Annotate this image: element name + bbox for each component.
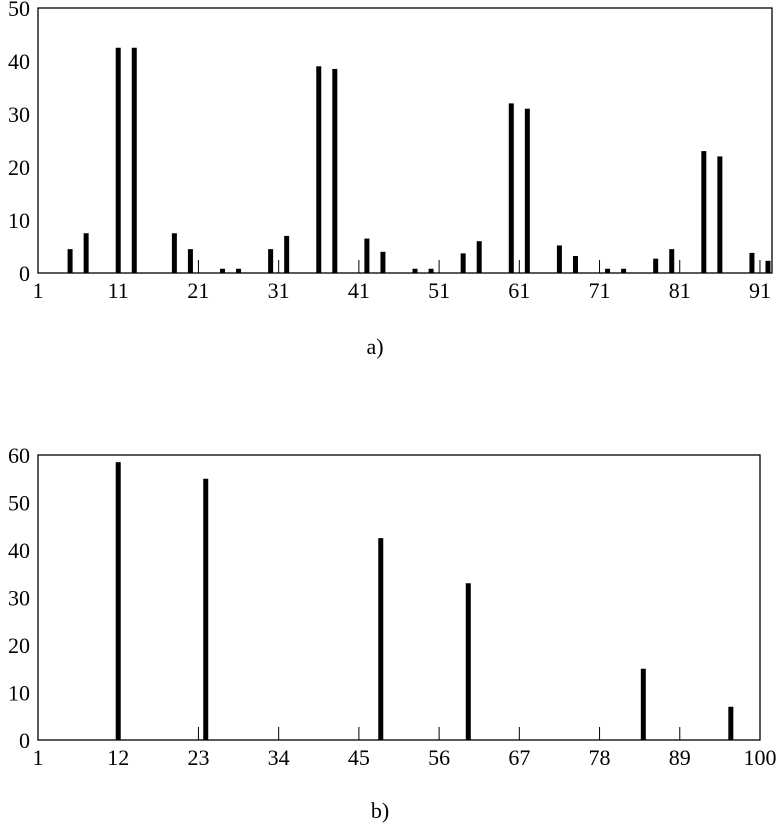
x-tick-label: 89 — [669, 745, 691, 770]
bar — [572, 256, 578, 273]
bar — [621, 268, 627, 273]
x-tick-label: 1 — [33, 745, 44, 770]
bar — [476, 241, 482, 273]
y-tick-label: 20 — [8, 633, 30, 658]
bar — [653, 258, 659, 273]
x-tick-label: 21 — [187, 278, 209, 303]
bar — [508, 103, 514, 274]
bar — [67, 249, 73, 273]
bar — [220, 268, 226, 273]
chart-b: 1 12 23 34 45 56 67 78 89 100 0 10 20 30 40 50 60 — [8, 443, 777, 770]
y-tick-label: 10 — [8, 208, 30, 233]
bar — [203, 478, 209, 740]
caption-b: b) — [371, 798, 389, 823]
y-tick-label: 30 — [8, 102, 30, 127]
bar — [187, 249, 193, 273]
bar — [171, 233, 177, 273]
bar — [669, 249, 675, 273]
x-tick-label: 45 — [348, 745, 370, 770]
x-tick-label: 61 — [508, 278, 530, 303]
bar — [115, 47, 121, 273]
y-tick-label: 0 — [19, 261, 30, 286]
x-tick-label: 67 — [508, 745, 530, 770]
x-tick-label: 12 — [107, 745, 129, 770]
bar — [268, 249, 274, 273]
bar — [236, 268, 242, 273]
x-tick-label: 56 — [428, 745, 450, 770]
bar — [378, 538, 384, 740]
y-tick-label: 40 — [8, 49, 30, 74]
bar — [640, 668, 646, 740]
bar — [465, 583, 471, 740]
y-tick-label: 30 — [8, 586, 30, 611]
y-tick-label: 0 — [19, 728, 30, 753]
caption-a: a) — [366, 334, 383, 359]
bar — [749, 252, 755, 273]
bar — [380, 251, 386, 273]
y-tick-label: 10 — [8, 681, 30, 706]
bar — [765, 260, 771, 273]
bar — [556, 245, 562, 273]
x-tick-label: 78 — [589, 745, 611, 770]
x-tick-label: 31 — [268, 278, 290, 303]
x-tick-label: 23 — [187, 745, 209, 770]
bar — [728, 706, 734, 740]
plot-frame — [37, 454, 761, 741]
bar — [460, 253, 466, 273]
x-tick-label: 100 — [744, 745, 777, 770]
y-tick-label: 50 — [8, 491, 30, 516]
bar — [412, 268, 418, 273]
x-tick-label: 1 — [33, 278, 44, 303]
x-tick-label: 34 — [268, 745, 290, 770]
bar — [316, 66, 322, 273]
x-tick-label: 11 — [108, 278, 129, 303]
bar — [524, 108, 530, 273]
x-tick-label: 41 — [348, 278, 370, 303]
y-tick-label: 20 — [8, 155, 30, 180]
bar — [115, 462, 121, 740]
y-tick-label: 40 — [8, 538, 30, 563]
x-tick-label: 71 — [589, 278, 611, 303]
bar — [701, 151, 707, 273]
y-tick-label: 60 — [8, 443, 30, 468]
plot-frame — [37, 7, 773, 274]
y-tick-label: 50 — [8, 0, 30, 21]
bar — [332, 68, 338, 273]
x-tick-label: 81 — [669, 278, 691, 303]
bar — [717, 156, 723, 273]
bar — [605, 268, 611, 273]
bar — [428, 268, 434, 273]
bar — [284, 235, 290, 273]
bar — [131, 47, 137, 273]
x-tick-label: 51 — [428, 278, 450, 303]
x-tick-label: 91 — [749, 278, 771, 303]
bar — [364, 238, 370, 273]
bar — [83, 233, 89, 273]
